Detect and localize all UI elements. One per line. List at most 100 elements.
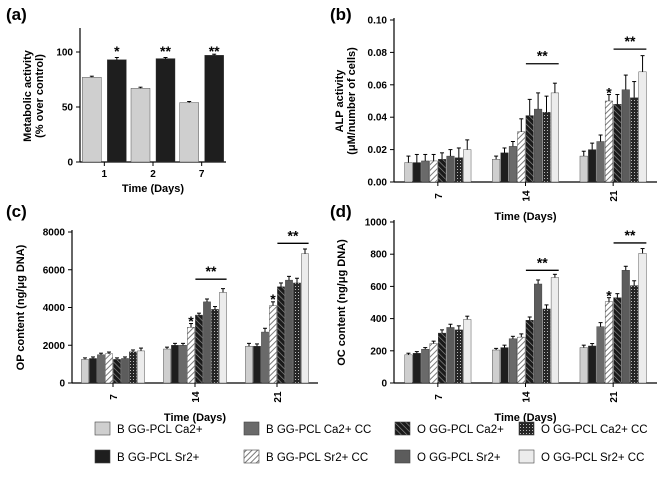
y-axis-title-line: OP content (ng/μg DNA) [15, 244, 27, 370]
bar-b-ca_cc [508, 146, 517, 183]
bar-b-ca [163, 348, 171, 384]
bar-o-ca [613, 104, 622, 183]
bar-b-ca [492, 159, 501, 183]
panel-c: (c) OP content (ng/μg DNA) 0 2000 4000 6000 80… [6, 202, 318, 424]
bar-o-ca [113, 359, 121, 384]
bar-o-sr [203, 301, 211, 384]
legend-label: B GG-PCL Sr2+ [117, 452, 200, 464]
panel-label: (b) [330, 5, 352, 24]
bar-o-sr_cc [638, 71, 647, 183]
bar-b-sr [588, 345, 597, 384]
bar-o-ca [613, 297, 622, 384]
bar-o-ca_cc [630, 97, 639, 183]
y-tick-label: 0.10 [368, 16, 388, 27]
legend-swatch-o-sr [394, 449, 411, 464]
legend-label: O GG-PCL Sr2+ [417, 452, 501, 464]
bar-b-ca_cc [596, 326, 605, 384]
legend-label: O GG-PCL Ca2+ [417, 424, 504, 436]
significance-mark: ** [625, 227, 636, 243]
bar-b-ca_cc [179, 345, 187, 384]
bar-b-ca [130, 88, 151, 163]
panel-a: (a) Metabolic activity(% over control) 0 50… [6, 5, 226, 195]
y-tick-label: 2000 [43, 341, 66, 352]
bar-o-sr [621, 270, 630, 384]
x-tick-label: 7 [199, 169, 205, 180]
y-tick-label: 0.04 [368, 113, 388, 124]
significance-mark: * [606, 84, 612, 100]
y-axis-title-line: OC content (ng/μg DNA) [336, 239, 348, 366]
bar-o-sr [534, 108, 543, 183]
legend-swatch-b-sr_cc [243, 449, 260, 464]
bar-b-sr_cc [269, 305, 277, 384]
y-axis-title: OP content (ng/μg DNA) [15, 244, 27, 370]
y-tick-label: 50 [62, 103, 74, 114]
significance-mark: ** [537, 254, 548, 270]
x-tick-label: 7 [434, 193, 445, 199]
significance-mark: ** [537, 48, 548, 64]
bar-b-sr_cc [517, 131, 526, 183]
bar-b-sr_cc [429, 343, 438, 384]
bar-b-sr_cc [604, 100, 613, 183]
bar-b-ca [82, 77, 102, 163]
bar-b-sr [171, 345, 179, 384]
panel-label: (d) [330, 202, 352, 221]
bar-o-ca_cc [542, 112, 551, 183]
panel-label: (a) [6, 5, 27, 24]
significance-mark: ** [288, 227, 299, 243]
x-axis-title: Time (Days) [122, 183, 184, 195]
bar-b-ca [404, 162, 413, 183]
significance-mark: * [606, 287, 612, 303]
bar-o-sr [446, 155, 455, 183]
bar-o-ca [525, 115, 534, 183]
legend-label: B GG-PCL Sr2+ CC [266, 452, 368, 464]
bar-b-ca [492, 349, 501, 384]
significance-mark: * [188, 313, 194, 329]
legend: B GG-PCL Ca2+ B GG-PCL Ca2+ CC O GG-PCL Ca… [94, 421, 648, 464]
x-axis-title: Time (Days) [164, 412, 226, 424]
bar-o-sr_cc [137, 350, 145, 384]
bar-o-sr_cc [550, 92, 559, 183]
legend-swatch-o-sr_cc [518, 449, 535, 464]
legend-label: O GG-PCL Ca2+ CC [541, 424, 648, 436]
panel-b: (b) ALP activity(μM/number of cells) 0.00 0… [330, 5, 657, 223]
bar-b-ca [179, 102, 199, 163]
legend-swatch-o-ca [394, 421, 411, 436]
bar-o-ca [438, 332, 447, 384]
bar-o-sr_cc [219, 292, 227, 384]
x-axis-title: Time (Days) [494, 412, 556, 424]
bar-b-sr_cc [604, 301, 613, 384]
bar-o-sr_cc [301, 253, 309, 384]
y-tick-label: 8000 [43, 228, 66, 239]
x-tick-label: 14 [522, 190, 533, 202]
bar-b-sr [412, 353, 421, 384]
y-tick-label: 0.02 [368, 145, 388, 156]
y-axis-title-line: (μM/number of cells) [346, 47, 358, 155]
bar-b-sr [500, 152, 509, 183]
x-tick-label: 7 [109, 394, 120, 400]
bar-o-ca_cc [129, 351, 137, 384]
x-tick-label: 14 [191, 391, 202, 403]
bar-o-sr [121, 358, 129, 384]
bar-b-sr [500, 347, 509, 384]
bar-b-ca_cc [421, 160, 430, 183]
bar-o-sr_cc [638, 253, 647, 384]
y-tick-label: 0.06 [368, 80, 388, 91]
legend-swatch-o-ca_cc [518, 421, 535, 436]
y-tick-label: 6000 [43, 265, 66, 276]
y-axis-title: OC content (ng/μg DNA) [336, 239, 348, 366]
bar-b-ca [404, 354, 413, 384]
bar-o-ca [525, 320, 534, 384]
bar-b-ca [81, 359, 89, 384]
bar-b-sr [588, 149, 597, 183]
bar-b-ca [245, 345, 253, 384]
bar-o-ca_cc [211, 309, 219, 384]
significance-mark: ** [160, 43, 171, 59]
legend-swatch-b-ca [94, 421, 111, 436]
bar-b-sr [155, 58, 176, 163]
significance-mark: * [114, 43, 120, 59]
y-tick-label: 0 [67, 158, 73, 169]
y-axis-title: ALP activity(μM/number of cells) [334, 47, 358, 155]
y-tick-label: 1000 [365, 218, 388, 229]
panel-label: (c) [6, 202, 27, 221]
